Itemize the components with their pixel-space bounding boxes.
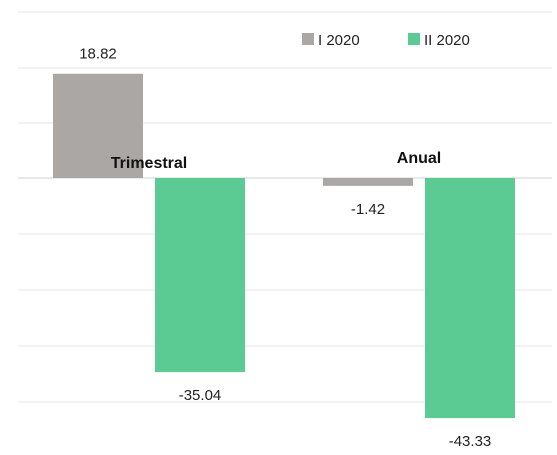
data-label-anual-series-2: -43.33 [449, 433, 492, 450]
legend-label-series-1: I 2020 [318, 32, 360, 49]
bar-trimestral-series-2 [155, 178, 245, 373]
legend: I 2020 II 2020 [302, 32, 470, 49]
legend-swatch-series-1 [302, 33, 314, 45]
data-label-anual-series-1: -1.42 [351, 201, 385, 218]
legend-label-series-2: II 2020 [424, 32, 470, 49]
category-labels: Trimestral Anual [111, 150, 441, 172]
bars [53, 73, 515, 419]
data-label-trimestral-series-1: 18.82 [79, 46, 117, 63]
data-label-trimestral-series-2: -35.04 [179, 387, 222, 404]
category-label-anual: Anual [397, 150, 441, 167]
bar-anual-series-1 [323, 178, 413, 186]
category-label-trimestral: Trimestral [111, 155, 187, 172]
bar-anual-series-2 [425, 178, 515, 419]
bar-trimestral-series-1 [53, 73, 143, 178]
data-labels: 18.82 -35.04 -1.42 -43.33 [79, 46, 491, 450]
legend-swatch-series-2 [408, 33, 420, 45]
